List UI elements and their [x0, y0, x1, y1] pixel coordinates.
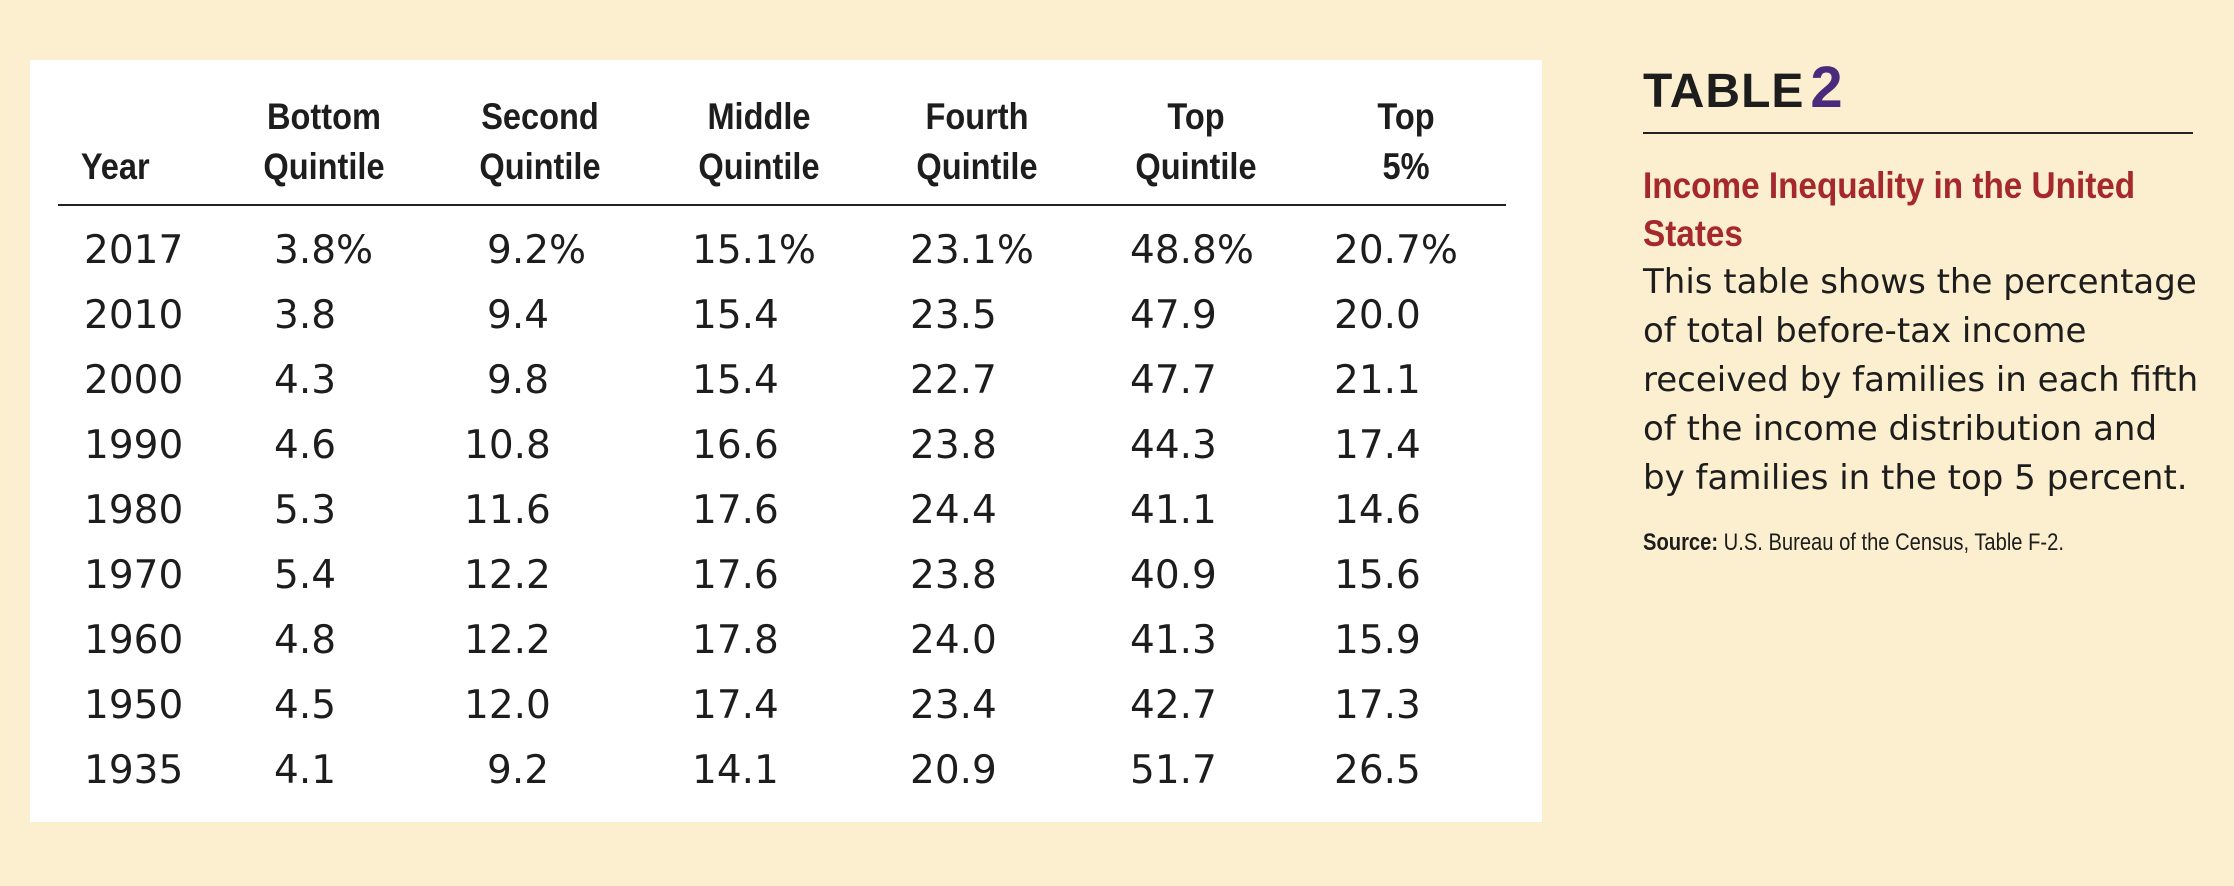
cell-top: 41.3	[1130, 618, 1217, 663]
header-top-quintile: Top Quintile	[1099, 92, 1293, 206]
header-top-5-percent: Top 5%	[1318, 92, 1494, 206]
cell-bottom: 4.3	[274, 358, 337, 403]
table-body: 2017 3.8% 9.2% 15.1% 23.1% 48.8% 20.7% 2…	[58, 205, 1506, 803]
cell-fourth: 23.8	[910, 553, 997, 598]
cell-top5: 26.5	[1334, 748, 1421, 793]
table-row: 2010 3.8 9.4 15.4 23.5 47.9 20.0	[58, 283, 1506, 348]
cell-middle: 17.4	[692, 683, 779, 728]
cell-top5: 15.6	[1334, 553, 1421, 598]
cell-top: 44.3	[1130, 423, 1217, 468]
cell-top5: 14.6	[1334, 488, 1421, 533]
header-second-quintile: Second Quintile	[443, 92, 637, 206]
cell-fourth: 23.8	[910, 423, 997, 468]
cell-second: 10.8	[464, 423, 551, 468]
table-description: This table shows the percentage of total…	[1643, 262, 2199, 498]
cell-middle: 15.4	[692, 293, 779, 338]
source-label: Source:	[1643, 529, 1719, 556]
cell-bottom: 3.8	[274, 293, 337, 338]
cell-second: 9.2%	[487, 228, 587, 273]
cell-year: 1980	[84, 488, 184, 533]
cell-fourth: 23.4	[910, 683, 997, 728]
table-row: 1935 4.1 9.2 14.1 20.9 51.7 26.5	[58, 738, 1506, 803]
table-row: 1980 5.3 11.6 17.6 24.4 41.1 14.6	[58, 478, 1506, 543]
cell-top: 47.7	[1130, 358, 1217, 403]
cell-middle: 17.6	[692, 553, 779, 598]
table-row: 1950 4.5 12.0 17.4 23.4 42.7 17.3	[58, 673, 1506, 738]
table-panel: Year Bottom Quintile Second Quintile Middl…	[30, 60, 1542, 822]
table-row: 1960 4.8 12.2 17.8 24.0 41.3 15.9	[58, 608, 1506, 673]
table-row: 2000 4.3 9.8 15.4 22.7 47.7 21.1	[58, 348, 1506, 413]
cell-bottom: 5.3	[274, 488, 337, 533]
table-row: 1970 5.4 12.2 17.6 23.8 40.9 15.6	[58, 543, 1506, 608]
cell-top5: 17.3	[1334, 683, 1421, 728]
cell-top5: 20.0	[1334, 293, 1421, 338]
cell-bottom: 4.8	[274, 618, 337, 663]
cell-bottom: 5.4	[274, 553, 337, 598]
table-label-text: TABLE	[1643, 65, 1805, 118]
cell-top: 48.8%	[1130, 228, 1254, 273]
cell-year: 1950	[84, 683, 184, 728]
header-middle-quintile: Middle Quintile	[663, 92, 855, 206]
table-number: 2	[1810, 55, 1844, 120]
cell-bottom: 4.6	[274, 423, 337, 468]
cell-top: 40.9	[1130, 553, 1217, 598]
cell-top5: 15.9	[1334, 618, 1421, 663]
cell-year: 2010	[84, 293, 184, 338]
cell-middle: 14.1	[692, 748, 779, 793]
cell-middle: 17.6	[692, 488, 779, 533]
header-bottom-quintile: Bottom Quintile	[230, 92, 418, 206]
cell-second: 12.0	[464, 683, 551, 728]
cell-middle: 15.1%	[692, 228, 816, 273]
table-title: Income Inequality in the United States	[1643, 165, 2136, 254]
cell-middle: 17.8	[692, 618, 779, 663]
cell-year: 1970	[84, 553, 184, 598]
cell-year: 1990	[84, 423, 184, 468]
cell-fourth: 23.1%	[910, 228, 1034, 273]
cell-bottom: 3.8%	[274, 228, 374, 273]
cell-second: 12.2	[464, 553, 551, 598]
cell-fourth: 24.0	[910, 618, 997, 663]
table-row: 1990 4.6 10.8 16.6 23.8 44.3 17.4	[58, 413, 1506, 478]
cell-top5: 21.1	[1334, 358, 1421, 403]
source-note: Source: U.S. Bureau of the Census, Table…	[1643, 529, 2105, 557]
income-table: Year Bottom Quintile Second Quintile Middl…	[58, 92, 1506, 803]
cell-second: 12.2	[464, 618, 551, 663]
cell-year: 1960	[84, 618, 184, 663]
cell-bottom: 4.5	[274, 683, 337, 728]
source-text: U.S. Bureau of the Census, Table F-2.	[1723, 529, 2064, 556]
cell-second: 9.2	[487, 748, 550, 793]
cell-second: 9.8	[487, 358, 550, 403]
cell-top: 41.1	[1130, 488, 1217, 533]
cell-year: 1935	[84, 748, 184, 793]
table-header-row: Year Bottom Quintile Second Quintile Middl…	[58, 92, 1506, 206]
cell-fourth: 24.4	[910, 488, 997, 533]
cell-fourth: 22.7	[910, 358, 997, 403]
cell-year: 2000	[84, 358, 184, 403]
cell-middle: 15.4	[692, 358, 779, 403]
header-fourth-quintile: Fourth Quintile	[881, 92, 1073, 206]
cell-top: 51.7	[1130, 748, 1217, 793]
cell-top: 47.9	[1130, 293, 1217, 338]
cell-middle: 16.6	[692, 423, 779, 468]
caption-divider	[1643, 132, 2193, 134]
caption-panel: TABLE 2 Income Inequality in the United S…	[1643, 59, 2198, 557]
cell-top5: 17.4	[1334, 423, 1421, 468]
table-label: TABLE 2	[1643, 59, 2193, 120]
cell-year: 2017	[84, 228, 184, 273]
cell-second: 9.4	[487, 293, 550, 338]
cell-fourth: 23.5	[910, 293, 997, 338]
cell-bottom: 4.1	[274, 748, 337, 793]
cell-top: 42.7	[1130, 683, 1217, 728]
cell-top5: 20.7%	[1334, 228, 1458, 273]
cell-fourth: 20.9	[910, 748, 997, 793]
table-row: 2017 3.8% 9.2% 15.1% 23.1% 48.8% 20.7%	[58, 205, 1506, 283]
cell-second: 11.6	[464, 488, 551, 533]
header-year: Year	[58, 92, 199, 206]
